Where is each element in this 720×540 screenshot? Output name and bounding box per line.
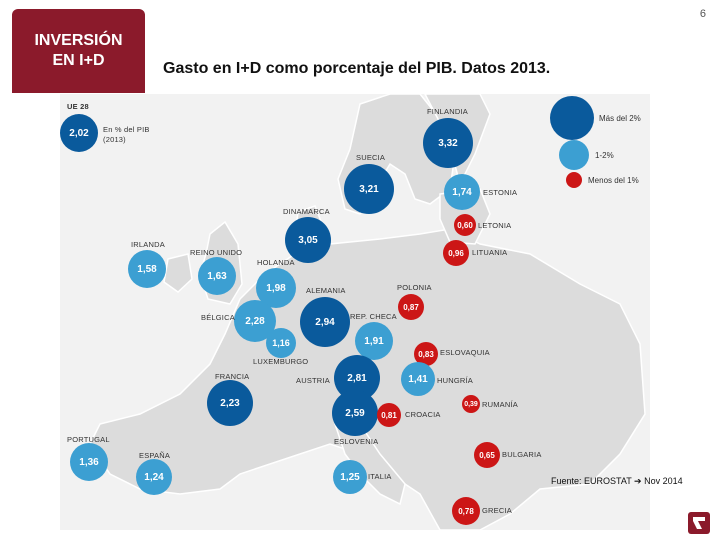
bubble-espana: 1,24 [136, 459, 172, 495]
label-austria: AUSTRIA [296, 376, 330, 385]
legend-label-high: Más del 2% [599, 114, 641, 123]
eu-note-line1: En % del PIB [103, 125, 150, 134]
label-suecia: SUECIA [356, 153, 386, 162]
bubble-francia: 2,23 [207, 380, 253, 426]
label-reino-unido: REINO UNIDO [190, 248, 243, 257]
label-bulgaria: BULGARIA [502, 450, 542, 459]
label-grecia: GRECIA [482, 506, 512, 515]
bubble-irlanda: 1,58 [128, 250, 166, 288]
label-belgica: BÉLGICA [201, 313, 235, 322]
bubble-luxemburgo: 1,16 [266, 328, 296, 358]
label-polonia: POLONIA [397, 283, 432, 292]
label-alemania: ALEMANIA [306, 286, 346, 295]
bubble-estonia: 1,74 [444, 174, 480, 210]
label-rumania: RUMANÍA [482, 400, 518, 409]
bubble-suecia: 3,21 [344, 164, 394, 214]
eu-label: UE 28 [67, 102, 89, 111]
bubble-rep-checa: 1,91 [355, 322, 393, 360]
bubble-dinamarca: 3,05 [285, 217, 331, 263]
section-title-box: INVERSIÓN EN I+D [12, 9, 145, 93]
logo-mark-icon [693, 517, 705, 529]
legend-label-low: Menos del 1% [588, 176, 639, 185]
bubble-rumania: 0,39 [462, 395, 480, 413]
source-note: Fuente: EUROSTAT ➔ Nov 2014 [551, 476, 683, 486]
bubble-bulgaria: 0,65 [474, 442, 500, 468]
bubble-polonia: 0,87 [398, 294, 424, 320]
label-finlandia: FINLANDIA [427, 107, 468, 116]
bubble-eslovenia: 2,59 [332, 390, 378, 436]
label-espana: ESPAÑA [139, 451, 171, 460]
bubble-finlandia: 3,32 [423, 118, 473, 168]
bubble-grecia: 0,78 [452, 497, 480, 525]
bubble-italia: 1,25 [333, 460, 367, 494]
label-luxemburgo: LUXEMBURGO [253, 357, 309, 366]
bubble-portugal: 1,36 [70, 443, 108, 481]
legend-swatch-mid [559, 140, 589, 170]
bubble-alemania: 2,94 [300, 297, 350, 347]
label-francia: FRANCIA [215, 372, 250, 381]
label-rep-checa: REP. CHECA [350, 312, 397, 321]
eu-note-line2: (2013) [103, 135, 126, 144]
label-dinamarca: DINAMARCA [283, 207, 330, 216]
legend-swatch-low [566, 172, 582, 188]
label-italia: ITALIA [368, 472, 392, 481]
section-title-line2: EN I+D [52, 52, 105, 69]
page-subtitle: Gasto en I+D como porcentaje del PIB. Da… [163, 60, 551, 77]
label-eslovenia: ESLOVENIA [334, 437, 379, 446]
brand-logo [688, 512, 710, 534]
label-portugal: PORTUGAL [67, 435, 110, 444]
page-number: 6 [699, 8, 706, 20]
bubble-eu: 2,02 [60, 114, 98, 152]
section-title-line1: INVERSIÓN [34, 32, 123, 49]
bubble-reino-unido: 1,63 [198, 257, 236, 295]
label-eslovaquia: ESLOVAQUIA [440, 348, 490, 357]
bubble-letonia: 0,60 [454, 214, 476, 236]
label-lituania: LITUANIA [472, 248, 508, 257]
bubble-lituania: 0,96 [443, 240, 469, 266]
label-holanda: HOLANDA [257, 258, 295, 267]
label-irlanda: IRLANDA [131, 240, 165, 249]
label-estonia: ESTONIA [483, 188, 518, 197]
label-hungria: HUNGRÍA [437, 376, 473, 385]
label-croacia: CROACIA [405, 410, 441, 419]
legend-swatch-high [550, 96, 594, 140]
legend-label-mid: 1-2% [595, 151, 614, 160]
bubble-croacia: 0,81 [377, 403, 401, 427]
bubble-hungria: 1,41 [401, 362, 435, 396]
label-letonia: LETONIA [478, 221, 512, 230]
